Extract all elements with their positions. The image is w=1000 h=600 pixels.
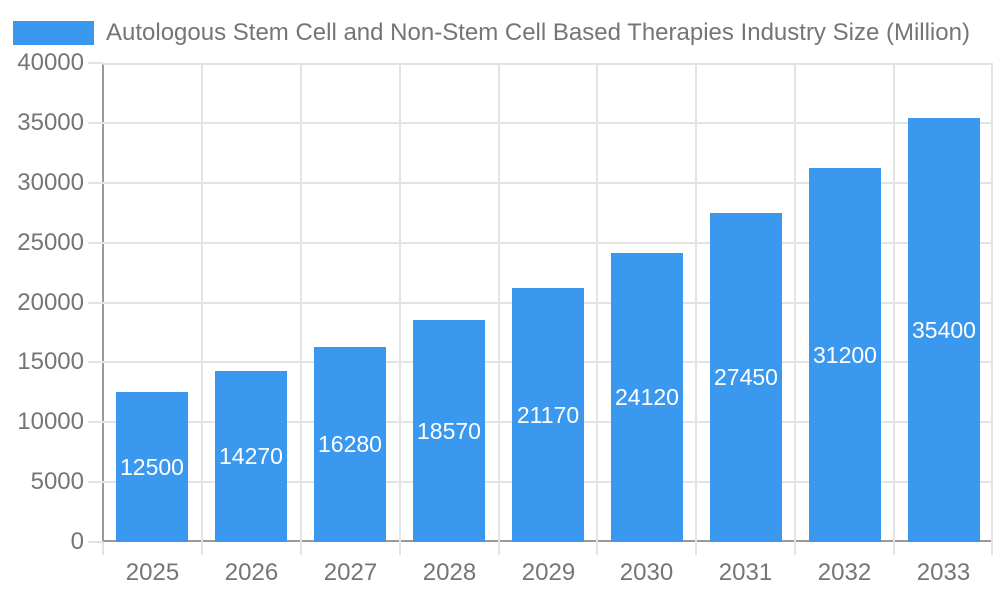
y-tick-label: 40000 (17, 49, 84, 76)
bar-2026[interactable]: 14270 (215, 371, 287, 542)
y-tick-label: 15000 (17, 348, 84, 375)
x-tick-label: 2032 (817, 559, 872, 586)
x-tick-label: 2025 (125, 559, 180, 586)
bar-value-label: 24120 (615, 384, 679, 410)
bar-value-label: 18570 (417, 417, 481, 444)
y-tick-mark (88, 242, 103, 244)
x-tick-mark (991, 542, 993, 555)
chart-title: Autologous Stem Cell and Non-Stem Cell B… (106, 19, 970, 46)
y-tick-mark (88, 62, 103, 64)
bar-2031[interactable]: 27450 (710, 213, 782, 542)
gridline-h (103, 122, 993, 124)
gridline-v (596, 63, 598, 542)
gridline-v (498, 63, 500, 542)
x-tick-mark (498, 542, 500, 555)
x-tick-label: 2028 (422, 559, 477, 586)
bar-2028[interactable]: 18570 (413, 320, 485, 542)
x-tick-mark (893, 542, 895, 555)
gridline-h (103, 242, 993, 244)
bar-value-label: 35400 (912, 316, 976, 343)
y-tick-mark (88, 541, 103, 543)
bar-value-label: 27450 (714, 364, 778, 390)
bar-2033[interactable]: 35400 (908, 118, 980, 542)
y-tick-label: 20000 (17, 289, 84, 316)
bar-2027[interactable]: 16280 (314, 347, 386, 542)
gridline-v (201, 63, 203, 542)
gridline-v (300, 63, 302, 542)
x-tick-label: 2029 (521, 559, 576, 586)
y-axis-line (102, 63, 104, 555)
x-tick-mark (300, 542, 302, 555)
bar-value-label: 21170 (516, 401, 580, 428)
y-tick-mark (88, 421, 103, 423)
gridline-h (103, 182, 993, 184)
bar-2029[interactable]: 21170 (512, 288, 584, 542)
y-tick-mark (88, 182, 103, 184)
y-tick-label: 35000 (17, 109, 84, 136)
gridline-v (991, 63, 993, 542)
x-tick-mark (695, 542, 697, 555)
x-tick-mark (201, 542, 203, 555)
x-tick-mark (596, 542, 598, 555)
x-tick-label: 2031 (718, 559, 773, 586)
y-tick-mark (88, 361, 103, 363)
x-tick-label: 2027 (323, 559, 378, 586)
y-tick-label: 5000 (30, 468, 84, 495)
y-tick-label: 30000 (17, 169, 84, 196)
plot-area: 12500 14270 16280 18570 21170 24120 27450 31200… (103, 63, 993, 542)
bar-2025[interactable]: 12500 (116, 392, 188, 542)
bar-value-label: 12500 (120, 453, 184, 480)
gridline-v (695, 63, 697, 542)
legend-swatch (13, 21, 94, 45)
bar-2030[interactable]: 24120 (611, 253, 683, 542)
gridline-h (103, 63, 993, 65)
x-tick-mark (794, 542, 796, 555)
y-tick-label: 0 (70, 528, 84, 555)
y-tick-label: 10000 (17, 408, 84, 435)
y-tick-mark (88, 122, 103, 124)
bar-value-label: 16280 (318, 431, 382, 457)
bar-value-label: 31200 (813, 341, 877, 368)
gridline-v (399, 63, 401, 542)
y-tick-mark (88, 302, 103, 304)
x-tick-label: 2026 (224, 559, 279, 586)
y-tick-label: 25000 (17, 229, 84, 256)
x-tick-mark (399, 542, 401, 555)
legend-item[interactable]: Autologous Stem Cell and Non-Stem Cell B… (13, 19, 970, 47)
bar-2032[interactable]: 31200 (809, 168, 881, 542)
gridline-v (794, 63, 796, 542)
gridline-v (893, 63, 895, 542)
bar-value-label: 14270 (219, 443, 283, 469)
y-tick-mark (88, 481, 103, 483)
x-tick-label: 2030 (619, 559, 674, 586)
x-tick-label: 2033 (916, 559, 971, 586)
